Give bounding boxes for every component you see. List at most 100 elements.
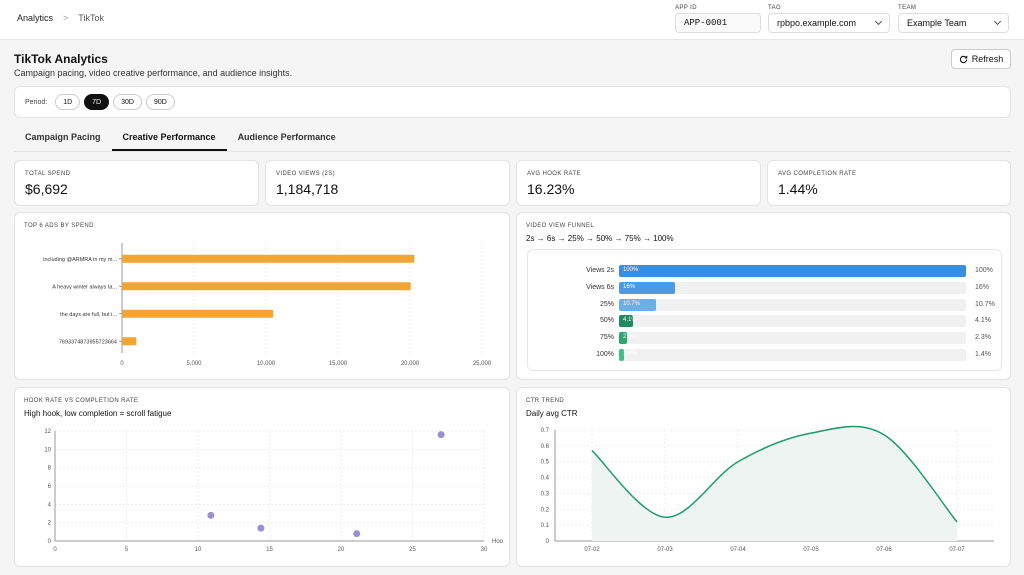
tab-bar: Campaign Pacing Creative Performance Aud… [14,124,1011,152]
x-tick-label: 07-05 [803,547,819,553]
funnel-track: 10.7% [619,298,966,311]
funnel-value: 2.3% [975,334,991,342]
kpi-video-views: VIDEO VIEWS (2S) 1,184,718 [265,160,510,206]
funnel-bar-label: 10.7% [623,300,641,307]
funnel-bar-label: 4.1% [623,317,637,324]
x-tick-label: 10,000 [257,361,276,367]
chevron-right-icon: > [63,13,69,23]
funnel-label: 25% [599,300,614,308]
y-tick-label: 0.7 [541,428,550,434]
funnel-value: 100% [975,267,993,274]
hook-completion-card: HOOK RATE VS COMPLETION RATE High hook, … [14,387,510,567]
bar [122,282,411,291]
breadcrumb-current: TikTok [78,13,104,23]
tab-audience-performance[interactable]: Audience Performance [237,132,336,142]
chevron-down-icon [874,17,883,26]
funnel-bar [619,349,624,361]
x-tick-label: 25,000 [473,361,492,367]
y-tick-label: 0 [48,539,52,545]
y-tick-label: 0.2 [541,507,550,513]
x-tick-label: 0 [53,547,57,553]
scatter-point [257,524,265,532]
ctr-line [591,425,958,523]
funnel-bar [619,315,634,328]
x-tick-label: 15 [266,547,273,553]
x-tick-label: 07-02 [584,547,600,553]
x-tick-label: 30 [481,547,488,553]
period-7d[interactable]: 7D [84,94,110,110]
y-tick-label: the days are full, but i... [60,312,117,318]
team-label: TEAM [898,5,917,11]
funnel-bar [619,332,627,345]
tab-campaign-pacing[interactable]: Campaign Pacing [25,132,101,142]
funnel-value: 1.4% [975,351,991,358]
kpi-total-spend: TOTAL SPEND $6,692 [14,160,259,206]
page-subtitle: Campaign pacing, video creative performa… [14,68,293,78]
funnel-track: 2.3% [619,332,966,345]
x-tick-label: 20 [338,547,345,553]
ctr-trend-card: CTR TREND Daily avg CTR 0 0.1 0.2 0.3 0.4 0.5… [516,387,1011,567]
funnel-bar [619,281,675,294]
period-30d[interactable]: 30D [113,94,142,110]
x-tick-label: 5 [125,547,129,553]
period-1d[interactable]: 1D [55,94,81,110]
hook-completion-chart: 0 2 4 6 8 10 12 0 5 10 15 20 25 30 Hoo [44,429,503,553]
funnel-label: 50% [599,317,614,325]
top-bar: Analytics > TikTok APP ID APP-0001 TAG r… [0,0,1024,40]
funnel-bar-label: 1.4% [623,351,637,357]
funnel-bar-label: 100% [623,267,639,273]
funnel-label: 100% [596,351,614,358]
card-subtitle: 2s → 6s → 25% → 50% → 75% → 100% [526,234,674,243]
period-90d[interactable]: 90D [145,94,175,110]
x-tick-label: 5,000 [186,361,202,367]
y-tick-label: 10 [44,447,51,453]
kpi-value: 1,184,718 [276,181,339,197]
period-selector: Period: 1D 7D 30D 90D [14,86,1011,118]
funnel-value: 10.7% [975,300,995,308]
x-tick-label: 0 [120,361,124,367]
funnel-card: VIDEO VIEW FUNNEL 2s → 6s → 25% → 50% → … [516,212,1011,380]
kpi-label: TOTAL SPEND [25,171,71,177]
y-tick-label: 0.3 [541,491,550,497]
refresh-label: Refresh [971,54,1004,64]
team-select[interactable]: Example Team [898,13,1009,33]
app-id-label: APP ID [675,5,697,11]
card-title: VIDEO VIEW FUNNEL [526,223,595,229]
card-subtitle: High hook, low completion = scroll fatig… [24,409,172,418]
scatter-point [207,511,215,519]
team-field: TEAM Example Team [898,5,1009,33]
tab-creative-performance[interactable]: Creative Performance [111,124,227,151]
y-tick-label: 0.5 [541,460,550,466]
x-tick-label: 10 [195,547,202,553]
funnel-row: Views 6s 16% 16% [528,281,1003,294]
funnel-value: 4.1% [975,317,991,325]
app-id-input[interactable]: APP-0001 [675,13,761,33]
funnel-row: 25% 10.7% 10.7% [528,298,1003,311]
funnel-label: Views 2s [586,267,614,274]
y-tick-label: 7693374873955723664 [59,339,117,345]
top-ads-chart: 0 5,000 10,000 15,000 20,000 25,000 including … [43,243,492,367]
kpi-value: $6,692 [25,181,68,197]
y-tick-label: 0.4 [541,476,550,482]
y-tick-label: 4 [48,502,52,508]
scatter-point [437,431,445,439]
bar [122,309,274,318]
tag-select[interactable]: rpbpo.example.com [768,13,890,33]
y-tick-label: A heavy winter always ta... [52,284,117,290]
funnel-row: 100% 1.4% 1.4% [528,349,1003,361]
refresh-icon [959,55,968,63]
y-tick-label: 0.6 [541,444,550,450]
y-tick-label: 0 [546,539,550,545]
top-ads-card: TOP 6 ADS BY SPEND 0 5,000 10,000 15,000 20,… [14,212,510,380]
refresh-button[interactable]: Refresh [951,49,1011,69]
kpi-label: AVG COMPLETION RATE [778,171,857,177]
breadcrumb-root[interactable]: Analytics [17,13,54,23]
y-tick-label: including @ARMRA in my m... [43,257,117,263]
kpi-value: 1.44% [778,181,818,197]
y-tick-label: 8 [48,466,52,472]
funnel-track: 16% [619,281,966,294]
funnel-value: 16% [975,283,990,291]
funnel-label: 75% [599,334,614,342]
x-tick-label: 20,000 [401,361,420,367]
app-id-field: APP ID APP-0001 [675,5,761,33]
